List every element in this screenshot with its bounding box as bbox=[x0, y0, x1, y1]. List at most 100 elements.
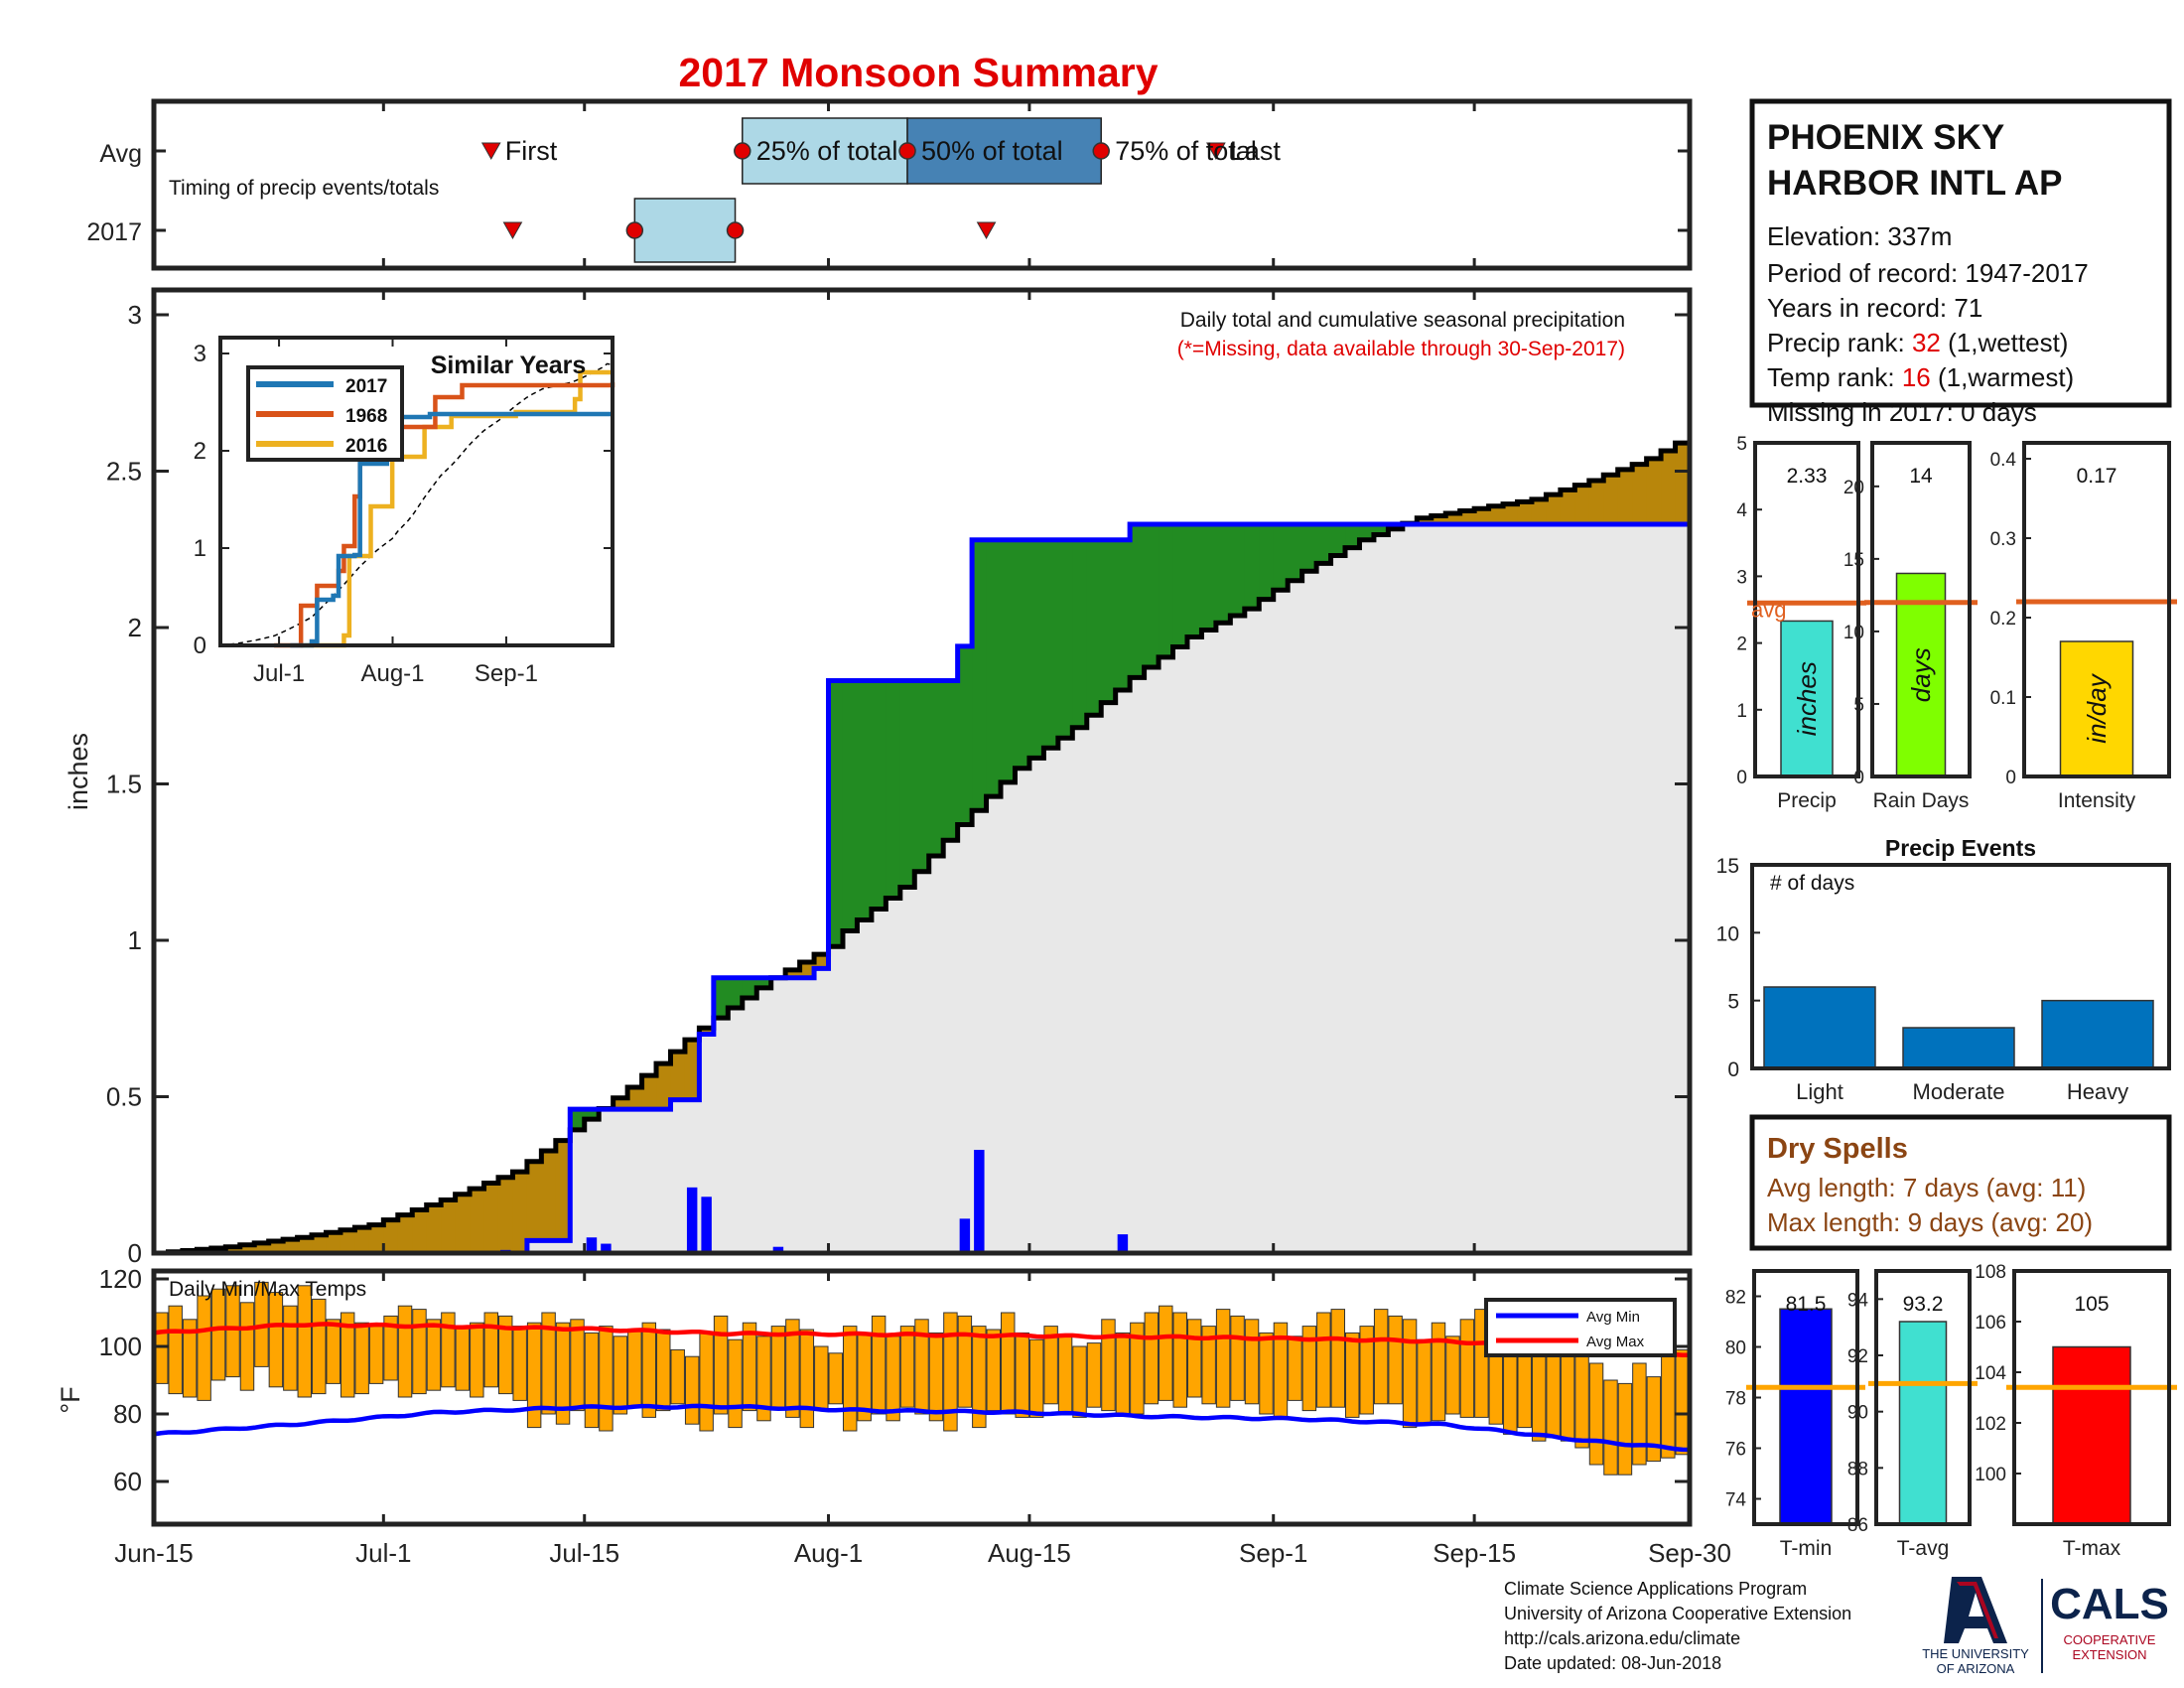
inset-plot-data: 0 1 2 3 Jul-1 Aug-1 Sep-1 bbox=[194, 338, 615, 687]
event-bar-moderate bbox=[1902, 1027, 2015, 1069]
departure-fill bbox=[1244, 524, 1260, 610]
daily-temp-bar bbox=[197, 1295, 211, 1401]
x-tick-label: Sep-1 bbox=[1239, 1538, 1307, 1568]
x-tick-label: Jul-15 bbox=[549, 1538, 619, 1568]
x-tick-label: Jun-15 bbox=[114, 1538, 194, 1568]
similar-years-inset: 0 1 2 3 Jul-1 Aug-1 Sep-1 Similar Years 2017 1… bbox=[194, 336, 615, 687]
rain-days-panel-value: 14 bbox=[1909, 465, 1933, 488]
below-both-fill bbox=[728, 1008, 744, 1253]
departure-fill bbox=[1101, 539, 1117, 703]
daily-temp-bar bbox=[1431, 1322, 1446, 1422]
daily-temp-bar bbox=[670, 1348, 685, 1405]
departure-fill bbox=[570, 1109, 586, 1130]
temperature-panel: 60 80 100 120 °F Daily Min/Max Temps Avg Mi… bbox=[56, 1264, 1693, 1527]
below-both-fill bbox=[1215, 623, 1231, 1253]
intensity-panel-tick-label: 0.1 bbox=[1990, 688, 2016, 709]
below-both-fill bbox=[1230, 616, 1246, 1253]
daily-temp-bar bbox=[1330, 1309, 1346, 1408]
departure-fill bbox=[627, 1087, 643, 1110]
tmax-panel-tick-label: 102 bbox=[1975, 1414, 2006, 1435]
departure-fill bbox=[656, 1063, 672, 1110]
departure-fill bbox=[1675, 443, 1691, 525]
timing-row-year-label: 2017 bbox=[86, 218, 142, 246]
below-both-fill bbox=[1015, 768, 1030, 1253]
daily-precip-bar bbox=[1117, 1234, 1129, 1253]
precip-panel-value: 2.33 bbox=[1787, 465, 1828, 488]
below-both-fill bbox=[1459, 524, 1475, 1253]
departure-fill bbox=[1159, 524, 1174, 657]
tmin-panel-tick-label: 82 bbox=[1725, 1288, 1746, 1309]
departure-fill bbox=[1546, 494, 1562, 525]
year-last-marker bbox=[976, 221, 997, 240]
event-y-tick-label: 15 bbox=[1716, 855, 1739, 878]
intensity-panel-bar bbox=[2059, 640, 2134, 777]
departure-fill bbox=[1574, 485, 1590, 525]
daily-temp-bar bbox=[312, 1298, 327, 1395]
departure-fill bbox=[799, 962, 815, 978]
daily-temp-bar bbox=[842, 1326, 858, 1432]
departure-fill bbox=[555, 1140, 571, 1241]
departure-fill bbox=[613, 1097, 628, 1110]
below-both-fill bbox=[857, 919, 873, 1253]
main-y-tick-label: 0 bbox=[128, 1238, 142, 1268]
below-both-fill bbox=[570, 1129, 586, 1253]
precip-panel-avg-label: avg bbox=[1751, 597, 1786, 622]
below-both-fill bbox=[1186, 636, 1203, 1253]
rain-days-panel-tick-label: 5 bbox=[1853, 695, 1864, 716]
station-temp-rank: Temp rank: 16 (1,warmest) bbox=[1767, 362, 2074, 392]
temp-y-tick-label: 60 bbox=[113, 1467, 142, 1496]
below-both-fill bbox=[599, 1109, 614, 1253]
departure-fill bbox=[1215, 524, 1231, 624]
daily-temp-bar bbox=[283, 1305, 298, 1391]
daily-temp-bar bbox=[1172, 1312, 1187, 1408]
daily-temp-bar bbox=[210, 1288, 226, 1381]
cals-logo-line1: COOPERATIVE bbox=[2064, 1632, 2156, 1647]
avg-first-marker bbox=[480, 142, 501, 161]
daily-temp-bar bbox=[483, 1312, 498, 1388]
below-both-fill bbox=[1057, 738, 1073, 1253]
ua-logo-line2: OF ARIZONA bbox=[1937, 1661, 2015, 1676]
footer-line3: http://cals.arizona.edu/climate bbox=[1504, 1628, 1740, 1648]
footer-line2: University of Arizona Cooperative Extens… bbox=[1504, 1604, 1851, 1623]
departure-fill bbox=[785, 969, 801, 978]
timing-marks: First 25% of total 50% of total 75% of tota… bbox=[154, 117, 1690, 263]
daily-temp-bar bbox=[368, 1326, 384, 1384]
below-both-fill bbox=[670, 1099, 686, 1253]
daily-temp-bar bbox=[1215, 1309, 1231, 1408]
below-both-fill bbox=[886, 898, 901, 1253]
footer-line1: Climate Science Applications Program bbox=[1504, 1579, 1807, 1599]
precip-panel-tick-label: 3 bbox=[1736, 567, 1747, 588]
departure-fill bbox=[684, 1040, 701, 1100]
departure-fill bbox=[1001, 539, 1017, 782]
below-both-fill bbox=[1115, 690, 1131, 1253]
precip-panel-tick-label: 2 bbox=[1736, 634, 1747, 655]
daily-temp-bar bbox=[441, 1312, 456, 1388]
x-tick-label: Sep-15 bbox=[1433, 1538, 1516, 1568]
departure-fill bbox=[943, 680, 959, 841]
departure-fill bbox=[354, 1227, 370, 1253]
tmin-panel-tick-label: 80 bbox=[1725, 1338, 1746, 1359]
departure-fill bbox=[1230, 524, 1246, 617]
intensity-panel-label: Intensity bbox=[2058, 789, 2136, 812]
avg-last-label: Last bbox=[1230, 136, 1282, 166]
below-both-fill bbox=[1101, 702, 1117, 1253]
below-both-fill bbox=[986, 796, 1002, 1253]
daily-temp-bar bbox=[570, 1319, 585, 1412]
precip-panel-tick-label: 5 bbox=[1736, 434, 1747, 455]
departure-fill bbox=[283, 1239, 299, 1253]
below-both-fill bbox=[1159, 656, 1174, 1253]
departure-fill bbox=[512, 1172, 528, 1253]
below-both-fill bbox=[627, 1109, 643, 1253]
below-both-fill bbox=[1130, 677, 1146, 1253]
below-both-fill bbox=[1546, 524, 1562, 1253]
daily-temp-bar bbox=[1086, 1342, 1102, 1408]
daily-temp-bar bbox=[1675, 1348, 1691, 1456]
departure-fill bbox=[483, 1183, 499, 1253]
daily-temp-bar bbox=[555, 1322, 571, 1425]
avg-25-marker bbox=[734, 142, 751, 160]
below-both-fill bbox=[1144, 667, 1160, 1253]
daily-temp-bar bbox=[1574, 1342, 1589, 1449]
cals-logo: CALS COOPERATIVE EXTENSION bbox=[2050, 1580, 2169, 1662]
below-both-fill bbox=[1661, 524, 1677, 1253]
intensity-panel-tick-label: 0.2 bbox=[1990, 609, 2016, 630]
